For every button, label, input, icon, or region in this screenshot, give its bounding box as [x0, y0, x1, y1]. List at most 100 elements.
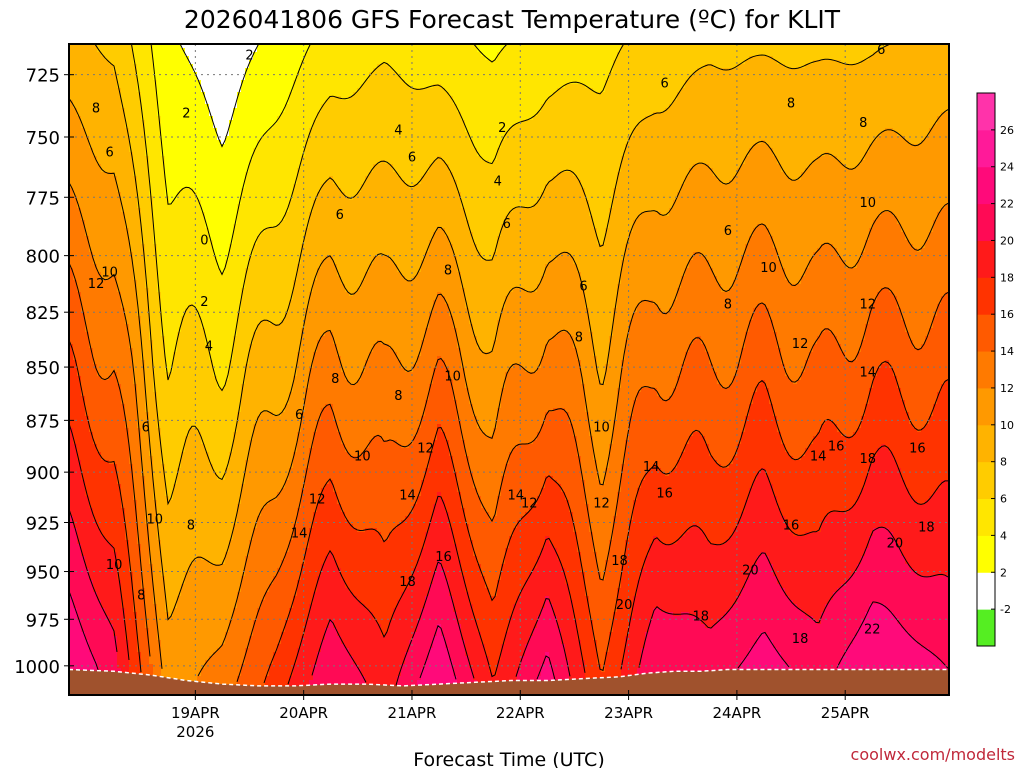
field-cell: [93, 404, 98, 409]
field-cell: [81, 644, 86, 649]
field-cell: [101, 244, 106, 249]
field-cell: [77, 240, 82, 245]
field-cell: [73, 140, 78, 145]
field-cell: [77, 584, 82, 589]
field-cell: [97, 572, 102, 577]
field-cell: [101, 620, 106, 625]
field-cell: [81, 112, 86, 117]
field-cell: [93, 480, 98, 485]
field-cell: [89, 528, 94, 533]
field-cell: [81, 276, 86, 281]
field-cell: [73, 124, 78, 129]
field-cell: [89, 232, 94, 237]
field-cell: [77, 396, 82, 401]
field-cell: [89, 308, 94, 313]
field-cell: [77, 568, 82, 573]
field-cell: [85, 344, 90, 349]
field-cell: [97, 88, 102, 93]
field-cell: [93, 248, 98, 253]
field-cell: [73, 492, 78, 497]
field-cell: [105, 108, 110, 113]
field-cell: [93, 428, 98, 433]
field-cell: [85, 592, 90, 597]
field-cell: [97, 580, 102, 585]
field-cell: [73, 476, 78, 481]
field-cell: [73, 460, 78, 465]
field-cell: [89, 496, 94, 501]
field-cell: [77, 124, 82, 129]
field-cell: [97, 628, 102, 633]
field-cell: [85, 180, 90, 185]
field-cell: [97, 656, 102, 661]
field-cell: [77, 524, 82, 529]
field-cell: [101, 104, 106, 109]
field-cell: [101, 220, 106, 225]
field-cell: [73, 504, 78, 509]
field-cell: [81, 432, 86, 437]
field-cell: [97, 260, 102, 265]
field-cell: [81, 168, 86, 173]
field-cell: [101, 120, 106, 125]
field-cell: [85, 120, 90, 125]
field-cell: [97, 428, 102, 433]
field-cell: [97, 396, 102, 401]
field-cell: [101, 540, 106, 545]
field-cell: [81, 284, 86, 289]
field-cell: [77, 148, 82, 153]
field-cell: [89, 520, 94, 525]
field-cell: [85, 248, 90, 253]
field-cell: [77, 640, 82, 645]
field-cell: [93, 424, 98, 429]
field-cell: [93, 472, 98, 477]
field-cell: [85, 256, 90, 261]
field-cell: [97, 344, 102, 349]
field-cell: [73, 484, 78, 489]
field-cell: [97, 116, 102, 121]
field-cell: [101, 444, 106, 449]
field-cell: [97, 196, 102, 201]
field-cell: [89, 72, 94, 77]
field-cell: [77, 324, 82, 329]
field-cell: [81, 460, 86, 465]
field-cell: [85, 480, 90, 485]
field-cell: [85, 156, 90, 161]
field-cell: [81, 236, 86, 241]
field-cell: [101, 64, 106, 69]
field-cell: [101, 208, 106, 213]
field-cell: [93, 188, 98, 193]
field-cell: [85, 588, 90, 593]
field-cell: [85, 580, 90, 585]
field-cell: [101, 416, 106, 421]
field-cell: [73, 164, 78, 169]
field-cell: [93, 648, 98, 653]
field-cell: [77, 68, 82, 73]
field-cell: [97, 608, 102, 613]
field-cell: [101, 116, 106, 121]
field-cell: [81, 412, 86, 417]
field-cell: [89, 260, 94, 265]
field-cell: [77, 176, 82, 181]
field-cell: [93, 296, 98, 301]
field-cell: [93, 336, 98, 341]
field-cell: [77, 144, 82, 149]
field-cell: [81, 272, 86, 277]
field-cell: [81, 76, 86, 81]
field-cell: [89, 188, 94, 193]
field-cell: [89, 68, 94, 73]
field-cell: [89, 484, 94, 489]
field-cell: [73, 80, 78, 85]
field-cell: [73, 576, 78, 581]
field-cell: [85, 516, 90, 521]
field-cell: [85, 88, 90, 93]
field-cell: [89, 448, 94, 453]
field-cell: [97, 392, 102, 397]
field-cell: [93, 416, 98, 421]
field-cell: [89, 416, 94, 421]
field-cell: [93, 408, 98, 413]
field-cell: [85, 264, 90, 269]
field-cell: [101, 128, 106, 133]
field-cell: [85, 272, 90, 277]
field-cell: [85, 76, 90, 81]
field-cell: [85, 196, 90, 201]
field-cell: [81, 444, 86, 449]
